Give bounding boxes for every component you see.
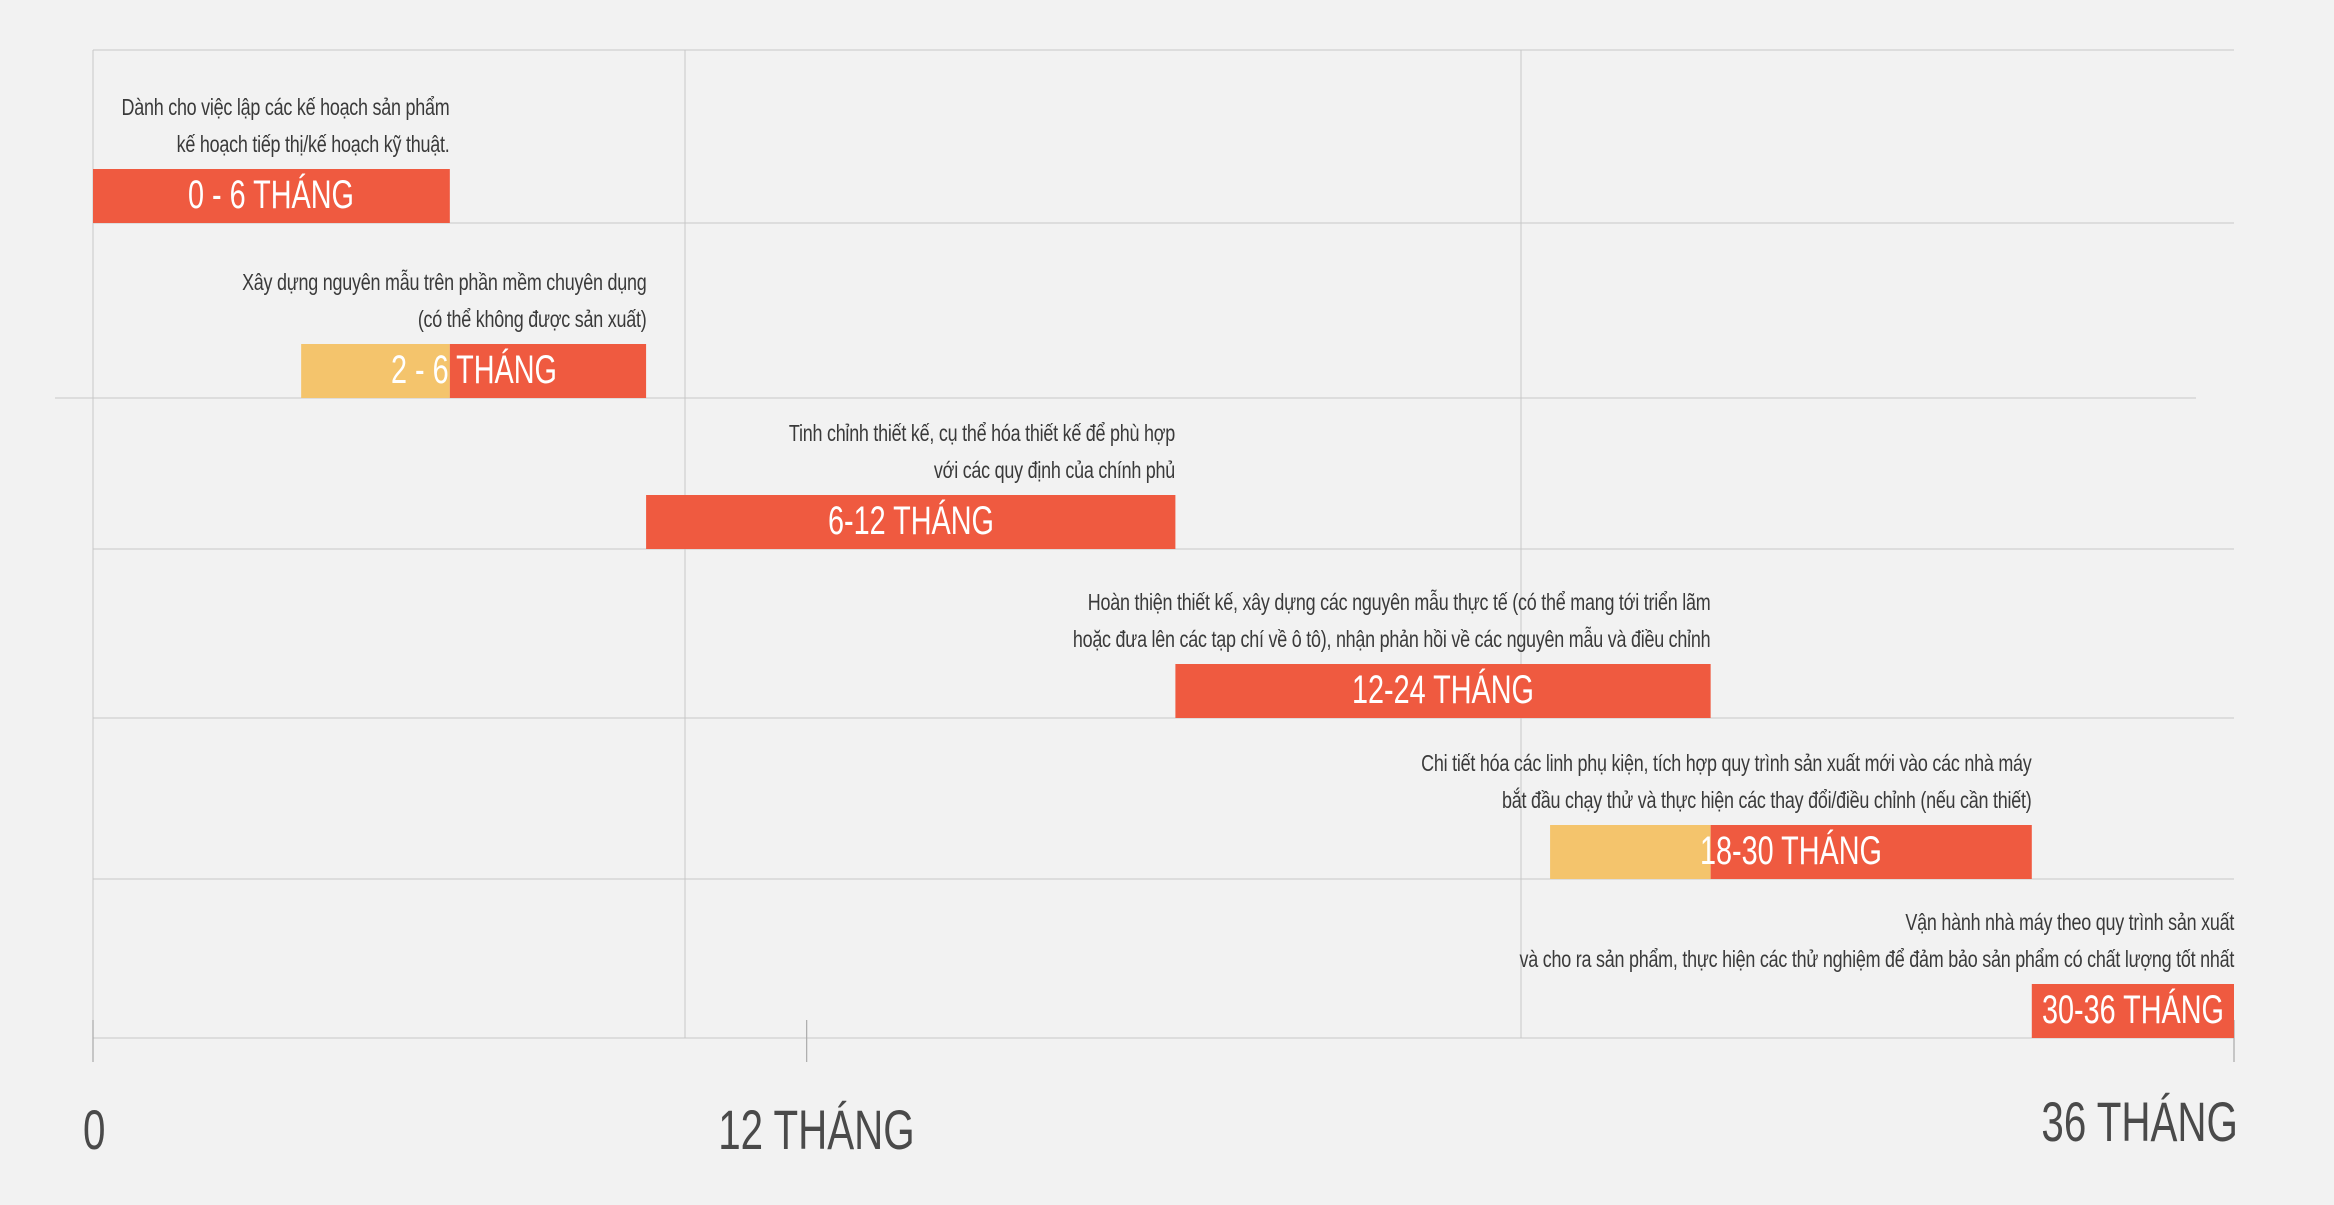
task-description-line: Tinh chỉnh thiết kế, cụ thể hóa thiết kế… bbox=[789, 420, 1176, 446]
bar-phase bbox=[646, 495, 1176, 549]
task-description: Hoàn thiện thiết kế, xây dựng các nguyên… bbox=[1073, 584, 1711, 658]
task-description-line: Hoàn thiện thiết kế, xây dựng các nguyên… bbox=[1088, 589, 1711, 615]
bar-label: 30-36 THÁNG bbox=[2041, 988, 2224, 1032]
bar-phase bbox=[1710, 825, 2032, 879]
axis-tick-label: 0 bbox=[83, 1098, 106, 1161]
task-description-line: và cho ra sản phẩm, thực hiện các thử ng… bbox=[1519, 946, 2234, 972]
axis-tick-label: 36 THÁNG bbox=[2041, 1090, 2238, 1153]
bar-phase bbox=[449, 344, 647, 398]
task-description-line: hoặc đưa lên các tạp chí về ô tô), nhận … bbox=[1073, 626, 1711, 652]
task-description-line: (có thể không được sản xuất) bbox=[417, 306, 647, 332]
bar-label: 18-30 THÁNG bbox=[1699, 829, 1882, 873]
bar-label: 0 - 6 THÁNG bbox=[188, 173, 355, 217]
bar-label: 2 - 6 THÁNG bbox=[390, 348, 557, 392]
task-description-line: kế hoạch tiếp thị/kế hoạch kỹ thuật. bbox=[177, 131, 450, 157]
bar-pre-phase bbox=[301, 344, 450, 398]
task-description-line: bắt đầu chạy thử và thực hiện các thay đ… bbox=[1502, 787, 2032, 813]
task-description-line: Xây dựng nguyên mẫu trên phần mềm chuyên… bbox=[241, 269, 647, 295]
bar-phase bbox=[1175, 664, 1711, 718]
bar-label: 12-24 THÁNG bbox=[1352, 668, 1534, 712]
bar-label: 6-12 THÁNG bbox=[827, 499, 994, 543]
task-description: Vận hành nhà máy theo quy trình sản xuất… bbox=[1519, 904, 2234, 978]
task-description: Xây dựng nguyên mẫu trên phần mềm chuyên… bbox=[241, 264, 647, 338]
axis-tick-label: 12 THÁNG bbox=[718, 1098, 915, 1161]
task-description-line: Vận hành nhà máy theo quy trình sản xuất bbox=[1905, 909, 2234, 935]
bar-phase bbox=[2031, 984, 2234, 1038]
task-description: Dành cho việc lập các kế hoạch sản phẩm k… bbox=[122, 89, 450, 163]
task-description: Tinh chỉnh thiết kế, cụ thể hóa thiết kế… bbox=[789, 415, 1175, 489]
bar-pre-phase bbox=[1550, 825, 1711, 879]
task-description-line: Dành cho việc lập các kế hoạch sản phẩm bbox=[121, 94, 450, 120]
task-description-line: Chi tiết hóa các linh phụ kiện, tích hợp… bbox=[1421, 750, 2032, 776]
task-description: Chi tiết hóa các linh phụ kiện, tích hợp… bbox=[1421, 745, 2032, 819]
task-description-line: với các quy định của chính phủ bbox=[934, 457, 1176, 483]
bar-phase bbox=[93, 169, 450, 223]
